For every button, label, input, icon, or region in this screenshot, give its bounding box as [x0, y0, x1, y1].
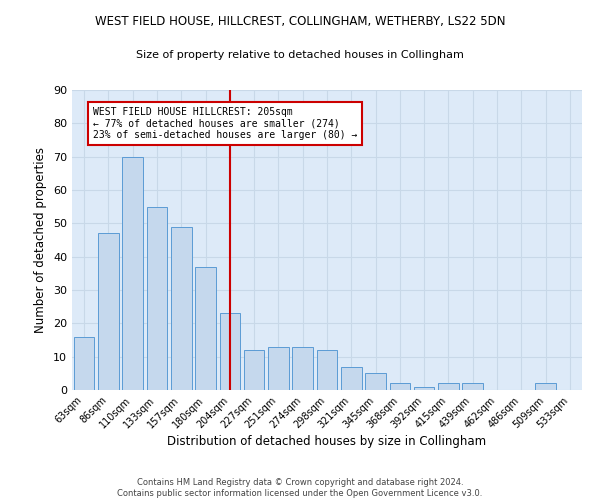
Bar — [220, 314, 240, 390]
Bar — [341, 366, 362, 390]
Bar — [463, 384, 483, 390]
Bar — [195, 266, 216, 390]
Bar — [74, 336, 94, 390]
Bar — [146, 206, 167, 390]
Bar — [268, 346, 289, 390]
X-axis label: Distribution of detached houses by size in Collingham: Distribution of detached houses by size … — [167, 436, 487, 448]
Y-axis label: Number of detached properties: Number of detached properties — [34, 147, 47, 333]
Bar — [365, 374, 386, 390]
Bar — [389, 384, 410, 390]
Text: Contains HM Land Registry data © Crown copyright and database right 2024.
Contai: Contains HM Land Registry data © Crown c… — [118, 478, 482, 498]
Bar — [244, 350, 265, 390]
Bar — [122, 156, 143, 390]
Bar — [317, 350, 337, 390]
Bar — [438, 384, 459, 390]
Bar — [98, 234, 119, 390]
Bar — [535, 384, 556, 390]
Text: WEST FIELD HOUSE HILLCREST: 205sqm
← 77% of detached houses are smaller (274)
23: WEST FIELD HOUSE HILLCREST: 205sqm ← 77%… — [92, 106, 357, 140]
Bar — [414, 386, 434, 390]
Text: Size of property relative to detached houses in Collingham: Size of property relative to detached ho… — [136, 50, 464, 60]
Bar — [171, 226, 191, 390]
Text: WEST FIELD HOUSE, HILLCREST, COLLINGHAM, WETHERBY, LS22 5DN: WEST FIELD HOUSE, HILLCREST, COLLINGHAM,… — [95, 15, 505, 28]
Bar — [292, 346, 313, 390]
